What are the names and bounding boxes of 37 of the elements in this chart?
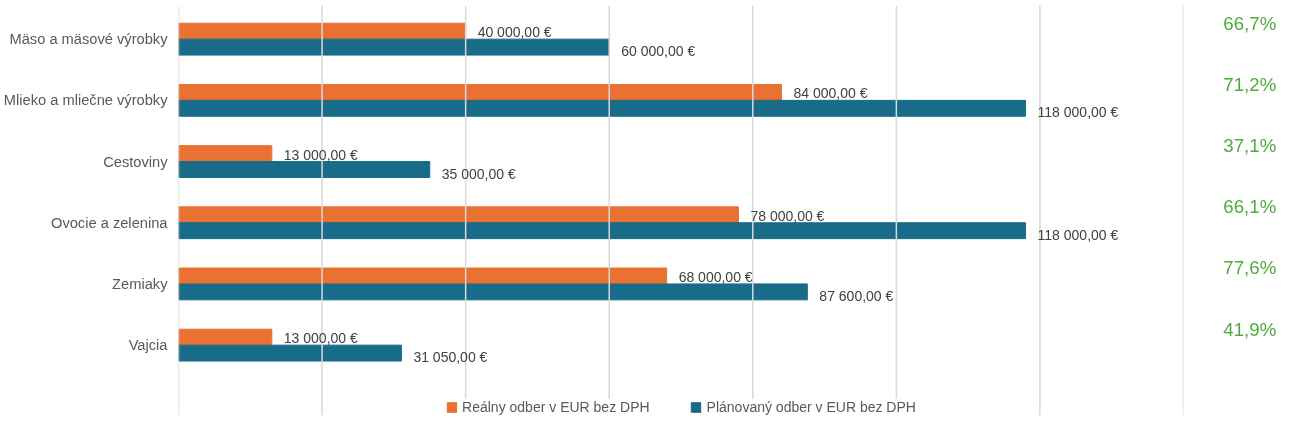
y-tick-label: Mäso a mäsové výrobky	[9, 31, 169, 48]
text: 41,9%	[1223, 318, 1277, 340]
bar	[178, 283, 808, 301]
data-label: 84 000,00 €	[793, 85, 868, 102]
y-tick-label: Ovocie a zelenina	[50, 214, 169, 231]
bar	[178, 22, 467, 40]
y-tick-label: Vajcia	[128, 337, 169, 354]
data-label: 13 000,00 €	[283, 330, 358, 347]
data-label: 40 000,00 €	[477, 24, 552, 41]
data-label: 68 000,00 €	[678, 268, 753, 285]
bar	[178, 206, 739, 224]
bar	[178, 222, 1027, 240]
y-tick-label: Mlieko a mliečne výrobky	[3, 92, 169, 109]
bar	[178, 344, 402, 362]
bar	[178, 145, 273, 163]
bar	[178, 267, 668, 285]
bar	[178, 38, 610, 56]
text: 71,2%	[1223, 73, 1277, 95]
data-label: 13 000,00 €	[283, 146, 358, 163]
y-tick-label: Cestoviny	[103, 153, 169, 170]
data-label: 78 000,00 €	[750, 207, 825, 224]
legend-label: Reálny odber v EUR bez DPH	[462, 399, 650, 415]
data-label: 87 600,00 €	[819, 287, 894, 304]
data-label: 118 000,00 €	[1037, 104, 1119, 121]
legend-label: Plánovaný odber v EUR bez DPH	[706, 399, 916, 415]
data-label: 118 000,00 €	[1037, 226, 1119, 243]
bar	[178, 99, 1027, 117]
text: 66,7%	[1223, 12, 1277, 34]
bar	[178, 161, 431, 178]
bar	[178, 83, 782, 101]
text: 37,1%	[1223, 135, 1277, 157]
data-label: 31 050,00 €	[413, 349, 488, 366]
text: 66,1%	[1223, 196, 1277, 218]
text: 77,6%	[1223, 257, 1277, 279]
data-label: 60 000,00 €	[621, 43, 696, 60]
data-label: 35 000,00 €	[441, 165, 516, 182]
y-tick-label: Zemiaky	[112, 275, 169, 292]
